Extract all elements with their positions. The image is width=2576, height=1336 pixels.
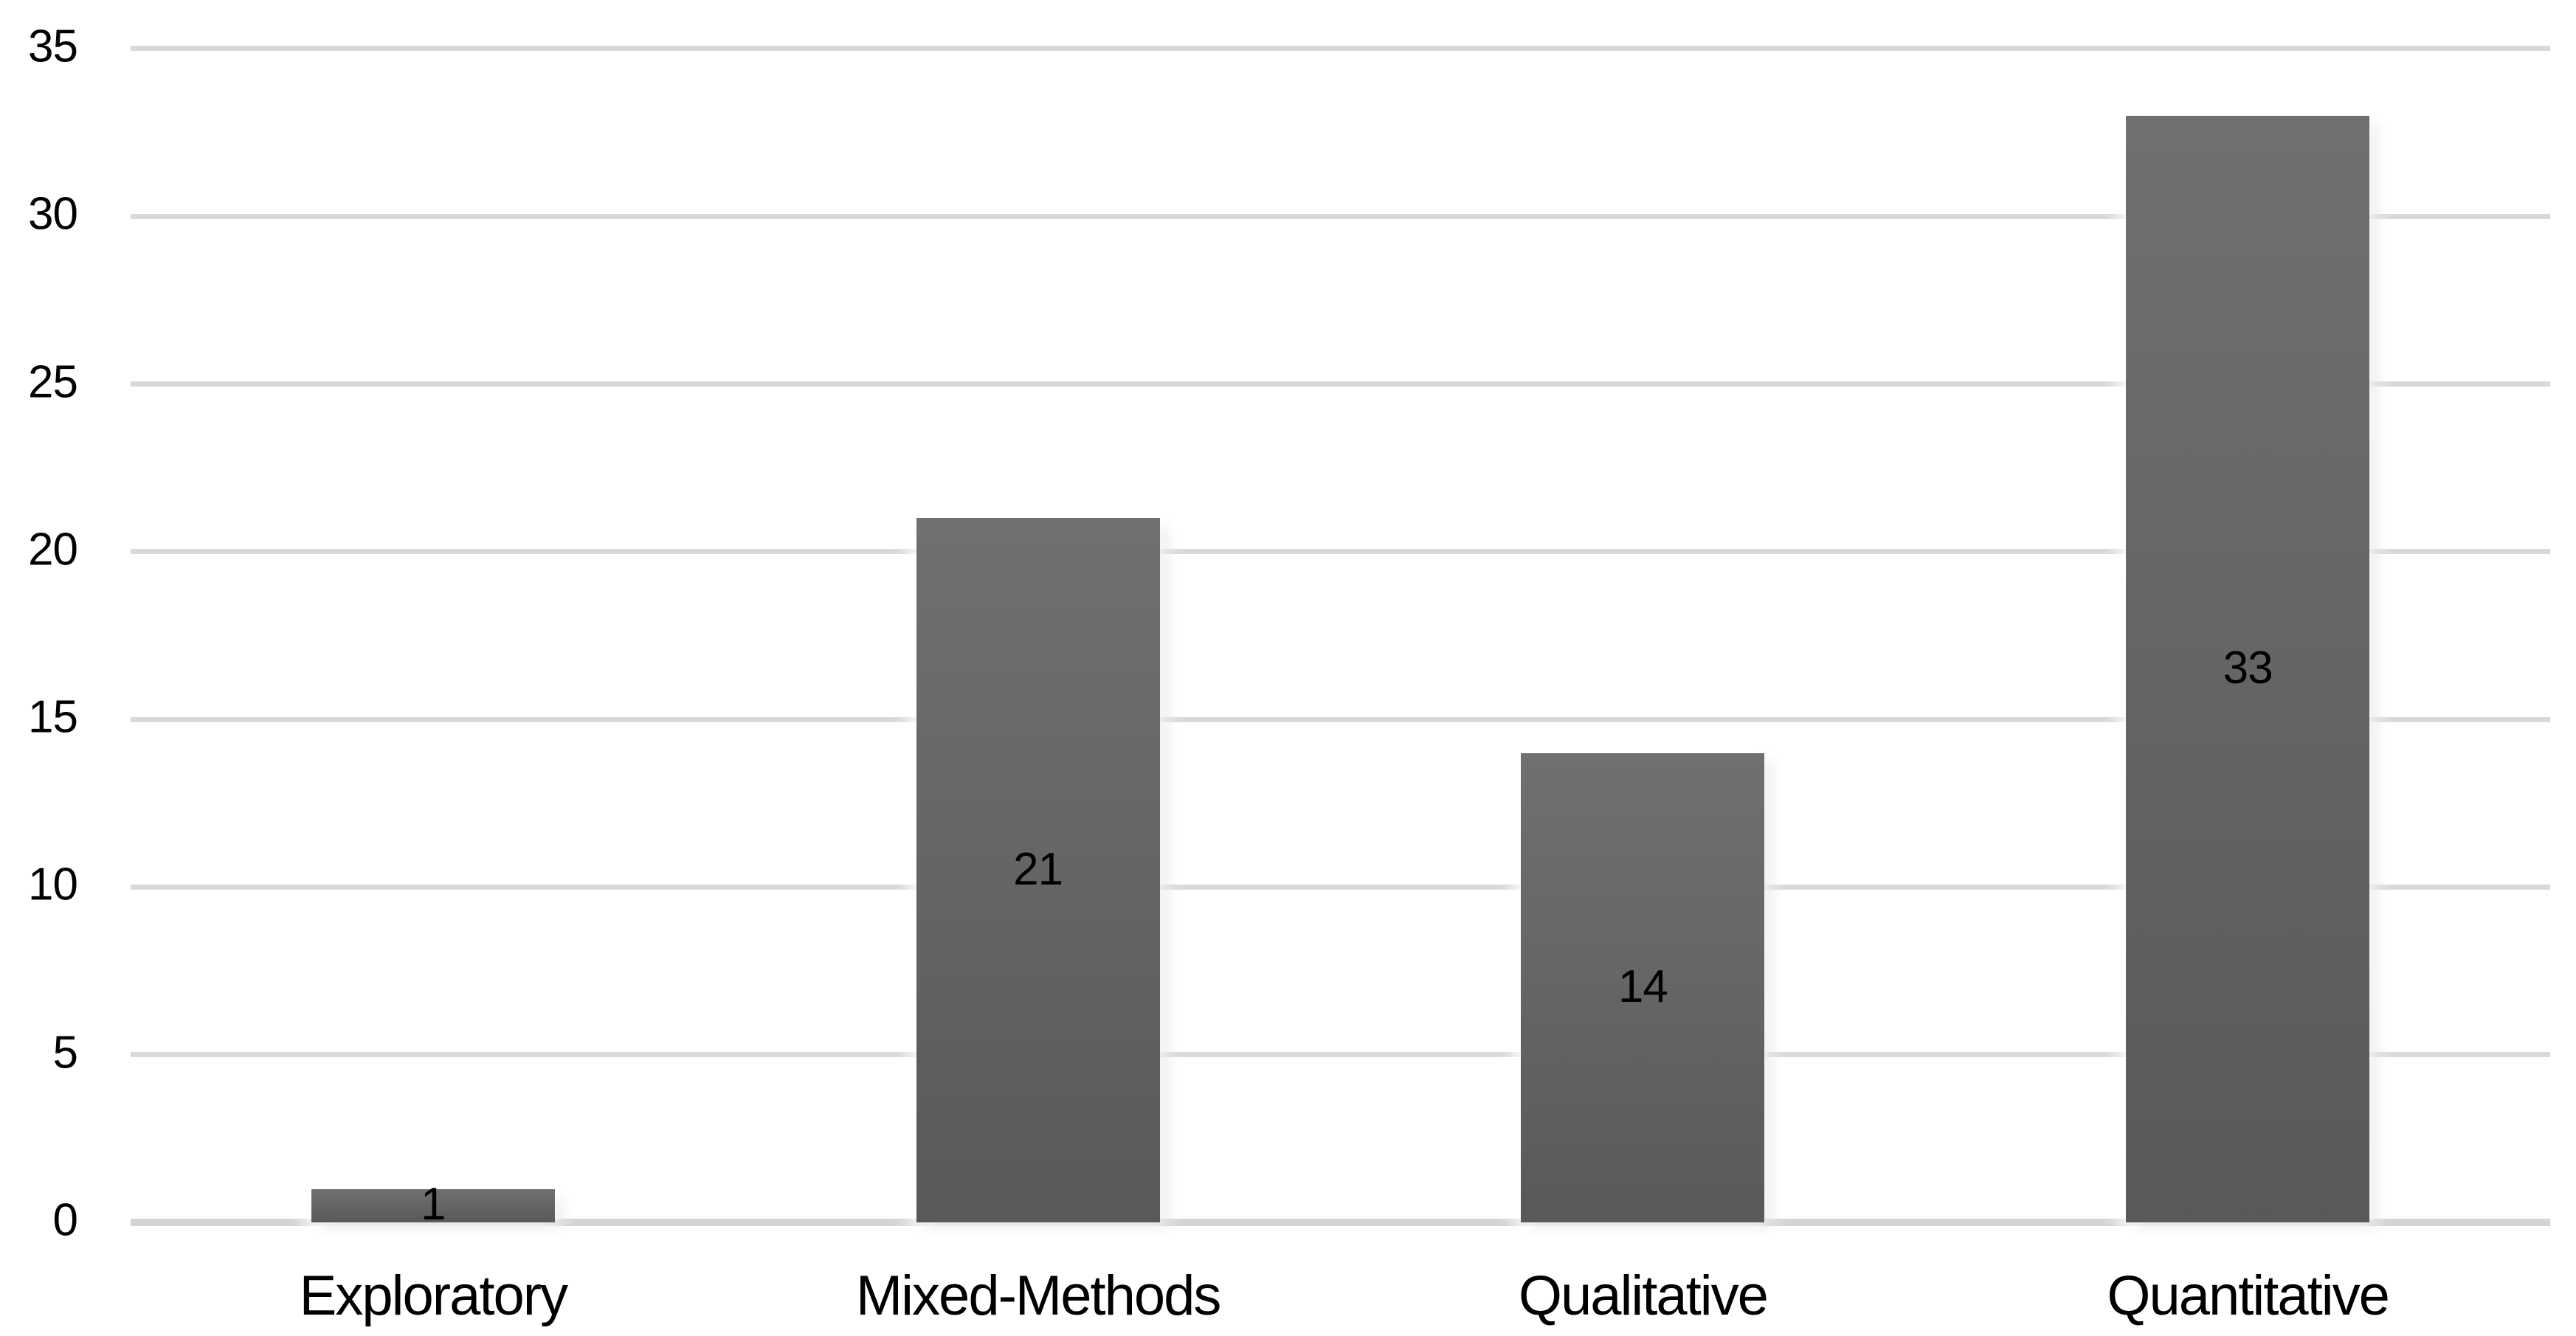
- bar-value-label-qualitative: 14: [1617, 961, 1668, 1012]
- bar-quantitative: [2126, 115, 2370, 1222]
- y-axis-tick-label-25: 25: [28, 356, 78, 408]
- gridline-y-15: [131, 716, 2550, 722]
- bar-value-label-exploratory: 1: [421, 1179, 446, 1231]
- gridline-y-10: [131, 884, 2550, 890]
- bar-value-label-mixed-methods: 21: [1013, 843, 1063, 895]
- gridline-y-20: [131, 549, 2550, 555]
- x-axis-baseline: [131, 1219, 2550, 1226]
- gridline-y-35: [131, 46, 2550, 52]
- y-axis-tick-label-0: 0: [52, 1194, 78, 1246]
- bar-mixed-methods: [916, 518, 1160, 1222]
- y-axis-tick-label-20: 20: [28, 524, 78, 575]
- x-axis-category-label-quantitative: Quantitative: [2107, 1264, 2390, 1327]
- gridline-y-5: [131, 1052, 2550, 1058]
- x-axis-category-label-exploratory: Exploratory: [299, 1264, 568, 1327]
- x-axis-category-label-qualitative: Qualitative: [1518, 1264, 1769, 1327]
- y-axis-tick-label-15: 15: [28, 691, 78, 743]
- y-axis-tick-label-30: 30: [28, 188, 78, 240]
- bar-value-label-quantitative: 33: [2223, 642, 2273, 693]
- x-axis-category-label-mixed-methods: Mixed-Methods: [855, 1264, 1222, 1327]
- y-axis-tick-label-5: 5: [52, 1027, 78, 1079]
- y-axis-tick-label-35: 35: [28, 21, 78, 72]
- gridline-y-25: [131, 381, 2550, 387]
- bar-exploratory: [311, 1188, 555, 1222]
- bar-qualitative: [1521, 752, 1765, 1222]
- gridline-y-30: [131, 213, 2550, 219]
- y-axis-tick-label-10: 10: [28, 859, 78, 910]
